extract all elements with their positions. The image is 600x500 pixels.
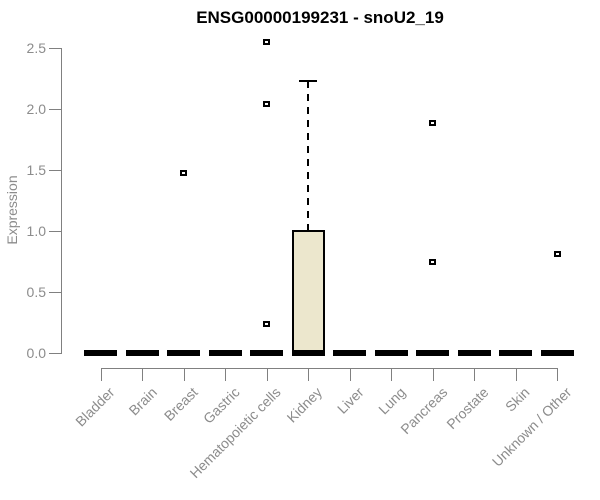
y-tick: [49, 170, 61, 172]
x-tick: [142, 369, 144, 381]
y-tick: [49, 231, 61, 233]
x-axis-line: [100, 368, 559, 369]
y-tick-label: 2.0: [26, 101, 46, 118]
x-tick-label: Brain: [125, 384, 160, 419]
x-tick-label: Liver: [334, 384, 368, 417]
x-tick: [515, 369, 517, 381]
outlier-point: [429, 119, 437, 126]
x-tick-label: Lung: [375, 384, 409, 418]
x-tick: [557, 369, 559, 381]
y-axis-line: [61, 48, 62, 355]
whisker-cap: [299, 80, 318, 83]
median-line: [167, 350, 201, 357]
median-line: [250, 350, 284, 357]
x-tick: [266, 369, 268, 381]
median-line: [333, 350, 367, 357]
outlier-point: [263, 101, 271, 108]
y-tick-label: 1.0: [26, 223, 46, 240]
y-tick-label: 0.5: [26, 284, 46, 301]
x-tick-label: Prostate: [443, 384, 492, 433]
x-tick-label: Bladder: [72, 384, 119, 430]
median-line: [291, 350, 325, 357]
x-tick: [474, 369, 476, 381]
x-tick: [100, 369, 102, 381]
x-tick: [432, 369, 434, 381]
median-line: [457, 350, 491, 357]
outlier-point: [429, 258, 437, 265]
y-tick-label: 1.5: [26, 162, 46, 179]
outlier-point: [180, 169, 188, 176]
median-line: [208, 350, 242, 357]
iqr-box: [291, 230, 325, 354]
y-tick: [49, 109, 61, 111]
y-tick: [49, 353, 61, 355]
y-tick: [49, 292, 61, 294]
chart-title: ENSG00000199231 - snoU2_19: [196, 8, 444, 27]
x-tick: [183, 369, 185, 381]
x-tick: [349, 369, 351, 381]
x-tick: [225, 369, 227, 381]
median-line: [125, 350, 159, 357]
median-line: [499, 350, 533, 357]
x-tick-label: Unknown / Other: [488, 384, 575, 470]
x-tick: [391, 369, 393, 381]
y-tick-label: 2.5: [26, 40, 46, 57]
median-line: [540, 350, 574, 357]
y-tick-label: 0.0: [26, 345, 46, 362]
x-tick-label: Skin: [502, 384, 534, 415]
outlier-point: [553, 251, 561, 258]
outlier-point: [263, 321, 271, 328]
median-line: [416, 350, 450, 357]
y-tick: [49, 48, 61, 50]
whisker: [307, 81, 310, 231]
x-tick-label: Kidney: [283, 384, 326, 426]
median-line: [84, 350, 118, 357]
median-line: [374, 350, 408, 357]
x-tick: [308, 369, 310, 381]
x-tick-label: Breast: [161, 384, 202, 424]
outlier-point: [263, 39, 271, 46]
